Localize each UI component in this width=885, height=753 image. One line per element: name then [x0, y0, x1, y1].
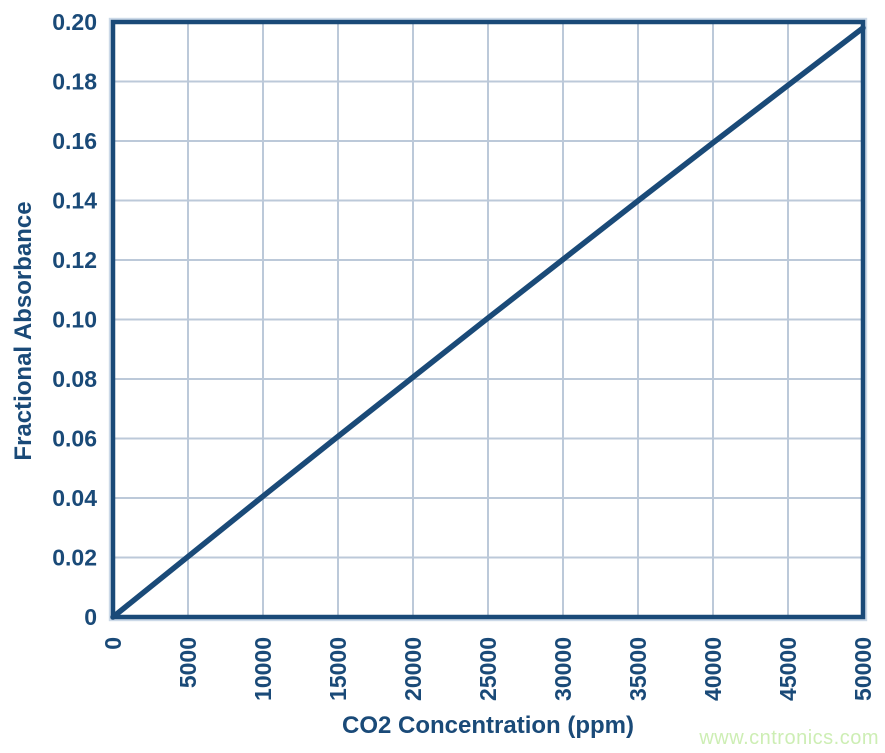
watermark-text: www.cntronics.com	[699, 727, 879, 749]
x-tick-label: 15000	[325, 637, 351, 701]
y-tick-label: 0.02	[52, 545, 97, 571]
x-tick-label: 40000	[700, 637, 726, 701]
y-tick-label: 0.20	[52, 9, 97, 35]
x-tick-label: 45000	[775, 637, 801, 701]
y-tick-label: 0.06	[52, 426, 97, 452]
y-tick-label: 0.14	[52, 188, 97, 214]
x-tick-label: 35000	[625, 637, 651, 701]
x-tick-label: 10000	[250, 637, 276, 701]
y-tick-label: 0.04	[52, 485, 97, 511]
y-axis-title: Fractional Absorbance	[10, 201, 37, 461]
x-tick-label: 20000	[400, 637, 426, 701]
plot-border-halo	[108, 17, 868, 622]
x-tick-label: 25000	[475, 637, 501, 701]
y-tick-label: 0.16	[52, 128, 97, 154]
x-tick-label: 0	[100, 637, 126, 650]
y-tick-label: 0.12	[52, 247, 97, 273]
y-tick-label: 0.18	[52, 69, 97, 95]
plot-border	[110, 19, 866, 620]
data-line-fractional-absorbance-vs-co2	[110, 25, 866, 620]
x-tick-label: 50000	[850, 637, 876, 701]
y-tick-label: 0.10	[52, 307, 97, 333]
x-tick-label: 30000	[550, 637, 576, 701]
x-tick-label: 5000	[175, 637, 201, 688]
x-axis-title: CO2 Concentration (ppm)	[342, 712, 634, 739]
y-tick-label: 0.08	[52, 366, 97, 392]
y-tick-label: 0	[84, 604, 97, 630]
